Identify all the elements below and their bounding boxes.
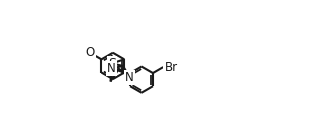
Text: N: N (107, 62, 116, 75)
Text: N: N (125, 71, 134, 84)
Text: S: S (108, 57, 116, 70)
Text: Br: Br (164, 61, 177, 74)
Text: O: O (85, 46, 95, 59)
